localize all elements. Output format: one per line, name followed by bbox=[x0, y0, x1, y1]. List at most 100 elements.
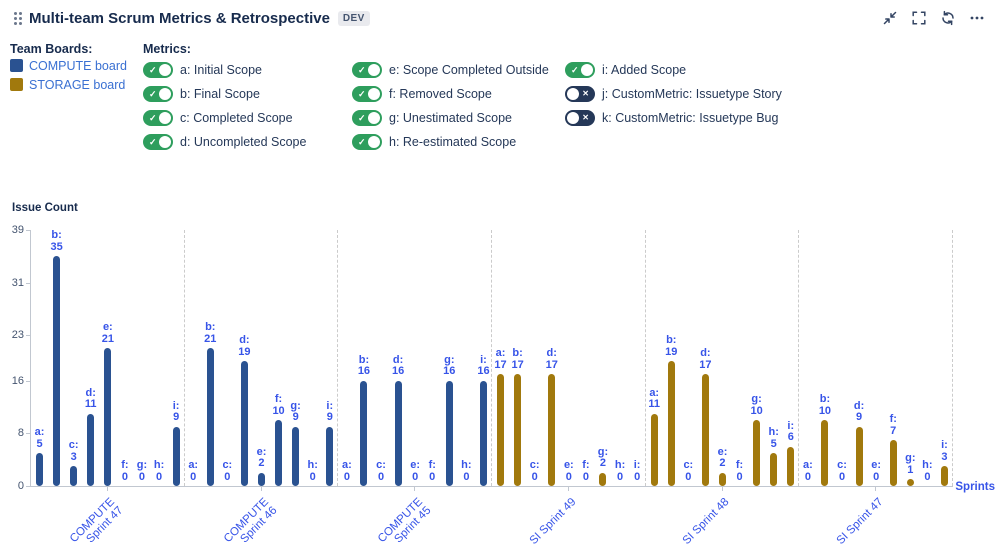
bar-g[interactable] bbox=[292, 426, 300, 486]
bar-value-label: d: 19 bbox=[238, 334, 251, 358]
toggle-knob bbox=[567, 112, 579, 124]
bar-g[interactable] bbox=[445, 380, 453, 486]
bar-e[interactable] bbox=[257, 472, 265, 486]
bar-d[interactable] bbox=[394, 380, 402, 486]
board-item[interactable]: COMPUTE board bbox=[10, 56, 127, 75]
y-tick-label: 39 bbox=[11, 224, 24, 236]
metric-toggle-d[interactable]: ✓ bbox=[143, 134, 173, 150]
bar-b[interactable] bbox=[53, 256, 61, 486]
bar-b[interactable] bbox=[206, 348, 214, 486]
check-icon: ✓ bbox=[149, 137, 157, 147]
bar-a[interactable] bbox=[36, 453, 44, 486]
metric-toggle-j[interactable]: ✕ bbox=[565, 86, 595, 102]
board-name-link[interactable]: COMPUTE board bbox=[29, 58, 127, 73]
bar-i[interactable] bbox=[326, 426, 334, 486]
bar-d[interactable] bbox=[548, 374, 556, 486]
metric-toggle-g[interactable]: ✓ bbox=[352, 110, 382, 126]
team-boards-label: Team Boards: bbox=[10, 42, 93, 56]
board-name-link[interactable]: STORAGE board bbox=[29, 77, 126, 92]
metric-toggle-h[interactable]: ✓ bbox=[352, 134, 382, 150]
bar-d[interactable] bbox=[240, 361, 248, 486]
bar-i[interactable] bbox=[940, 466, 948, 486]
bar-h[interactable] bbox=[770, 453, 778, 486]
metric-toggle-label: j: CustomMetric: Issuetype Story bbox=[602, 87, 782, 101]
metric-toggle-label: k: CustomMetric: Issuetype Bug bbox=[602, 111, 779, 125]
check-icon: ✓ bbox=[358, 137, 366, 147]
bar-f[interactable] bbox=[889, 440, 897, 486]
x-tick-mark bbox=[567, 487, 569, 491]
bar-e[interactable] bbox=[718, 472, 726, 486]
bar-b[interactable] bbox=[821, 420, 829, 486]
metric-toggle-label: f: Removed Scope bbox=[389, 87, 492, 101]
check-icon: ✓ bbox=[358, 65, 366, 75]
x-tick-mark bbox=[260, 487, 262, 491]
bar-i[interactable] bbox=[479, 380, 487, 486]
bar-i[interactable] bbox=[787, 446, 795, 486]
bar-f[interactable] bbox=[275, 420, 283, 486]
metric-toggle-label: i: Added Scope bbox=[602, 63, 687, 77]
bar-e[interactable] bbox=[104, 348, 112, 486]
y-tick-mark bbox=[26, 433, 30, 435]
metric-toggle-a[interactable]: ✓ bbox=[143, 62, 173, 78]
bar-value-label: c: 3 bbox=[68, 439, 79, 463]
bar-g[interactable] bbox=[906, 479, 914, 486]
metric-toggle-label: d: Uncompleted Scope bbox=[180, 135, 307, 149]
board-color-swatch bbox=[10, 78, 23, 91]
y-tick-mark bbox=[26, 282, 30, 284]
x-icon: ✕ bbox=[582, 113, 589, 122]
bar-g[interactable] bbox=[753, 420, 761, 486]
board-item[interactable]: STORAGE board bbox=[10, 75, 127, 94]
metric-toggle-i[interactable]: ✓ bbox=[565, 62, 595, 78]
metrics-column-1: ✓ a: Initial Scope ✓ b: Final Scope ✓ c: Comp… bbox=[143, 58, 306, 154]
bar-value-label: b: 17 bbox=[511, 347, 524, 371]
toggle-knob bbox=[567, 88, 579, 100]
metric-toggle-c[interactable]: ✓ bbox=[143, 110, 173, 126]
metric-toggle-label: g: Unestimated Scope bbox=[389, 111, 512, 125]
collapse-icon[interactable] bbox=[882, 10, 898, 26]
bar-value-label: d: 11 bbox=[84, 386, 97, 411]
fullscreen-icon[interactable] bbox=[911, 10, 927, 26]
bar-value-label: g: 2 bbox=[597, 445, 609, 470]
bar-g[interactable] bbox=[599, 472, 607, 486]
drag-handle-icon[interactable] bbox=[14, 11, 17, 15]
sprint-group: a: 11 b: 19 c: 0 d: 17 e: 2 f: 0 g: 10 h: 5 i: 6 bbox=[646, 230, 800, 486]
metric-row-f: ✓ f: Removed Scope bbox=[352, 82, 549, 106]
bar-a[interactable] bbox=[650, 413, 658, 486]
sprint-group: a: 5 b: 35 c: 3 d: 11 e: 21 f: 0 g: 0 h: 0 i: 9 bbox=[31, 230, 185, 486]
metric-row-d: ✓ d: Uncompleted Scope bbox=[143, 130, 306, 154]
bar-b[interactable] bbox=[514, 374, 522, 486]
metric-toggle-label: c: Completed Scope bbox=[180, 111, 293, 125]
bar-value-label: e: 0 bbox=[563, 459, 574, 483]
bar-d[interactable] bbox=[701, 374, 709, 486]
toggle-knob bbox=[159, 64, 171, 76]
board-color-swatch bbox=[10, 59, 23, 72]
bar-d[interactable] bbox=[87, 413, 95, 486]
bar-b[interactable] bbox=[360, 380, 368, 486]
bar-d[interactable] bbox=[855, 426, 863, 486]
metric-toggle-b[interactable]: ✓ bbox=[143, 86, 173, 102]
widget-header: Multi-team Scrum Metrics & Retrospective… bbox=[0, 0, 999, 36]
y-tick-label: 8 bbox=[17, 427, 24, 440]
bar-b[interactable] bbox=[667, 361, 675, 486]
bar-value-label: c: 0 bbox=[529, 459, 540, 483]
y-tick-mark bbox=[26, 380, 30, 382]
metric-toggle-f[interactable]: ✓ bbox=[352, 86, 382, 102]
bar-value-label: f: 10 bbox=[272, 393, 285, 417]
y-tick-label: 23 bbox=[11, 329, 24, 342]
bar-c[interactable] bbox=[70, 466, 78, 486]
bar-i[interactable] bbox=[172, 426, 180, 486]
refresh-icon[interactable] bbox=[940, 10, 956, 26]
bar-value-label: b: 16 bbox=[357, 353, 371, 378]
metric-row-b: ✓ b: Final Scope bbox=[143, 82, 306, 106]
toggle-knob bbox=[159, 112, 171, 124]
y-tick-mark bbox=[26, 486, 30, 487]
metric-toggle-e[interactable]: ✓ bbox=[352, 62, 382, 78]
bar-value-label: b: 10 bbox=[818, 393, 832, 417]
metric-toggle-k[interactable]: ✕ bbox=[565, 110, 595, 126]
bar-value-label: i: 0 bbox=[633, 459, 641, 483]
bar-value-label: h: 0 bbox=[153, 459, 165, 483]
bar-value-label: h: 5 bbox=[768, 426, 779, 450]
bar-value-label: d: 16 bbox=[391, 353, 405, 378]
bar-a[interactable] bbox=[497, 374, 505, 486]
more-options-icon[interactable] bbox=[969, 10, 985, 26]
